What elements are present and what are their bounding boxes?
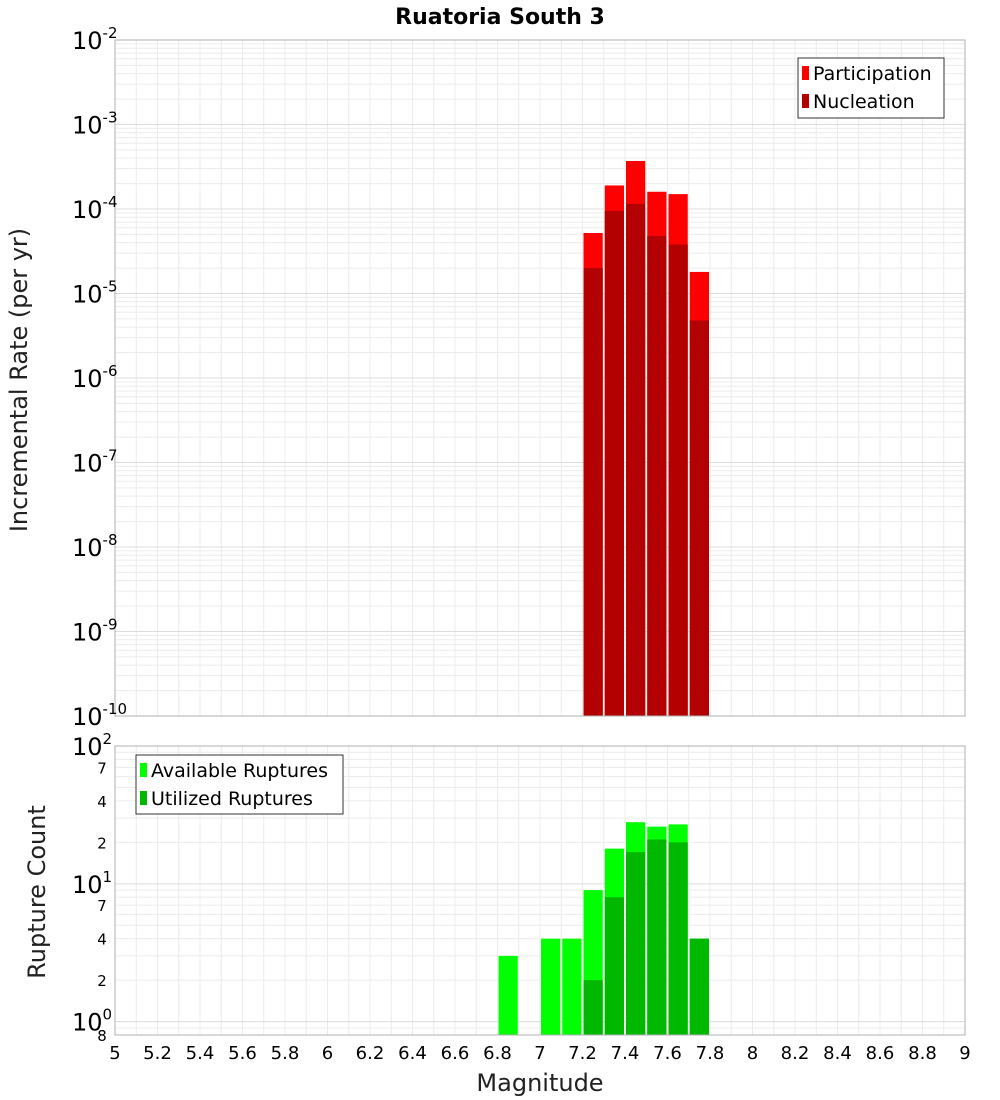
x-tick-label: 7.4 [611,1043,640,1064]
x-tick-label: 5 [109,1043,120,1064]
x-tick-label: 5.4 [186,1043,215,1064]
x-tick-label: 6.6 [441,1043,470,1064]
top-legend: Participation Nucleation [797,57,945,119]
bottom-y-tick-labels: 102 101 100 7 4 2 7 4 2 8 [72,730,112,1045]
top-bar-nucleation [626,203,646,716]
x-axis-title: Magnitude [476,1069,603,1097]
top-y-tick-label: 10-6 [72,362,118,393]
x-tick-label: 8.4 [823,1043,852,1064]
x-tick-label: 7.8 [696,1043,725,1064]
legend-swatch-nucleation [802,94,809,108]
bottom-y-minor-tick-label: 2 [97,834,107,852]
bottom-bar-utilized-ruptures [647,839,667,1035]
bottom-panel: 102 101 100 7 4 2 7 4 2 8 Rupture Count Available… [23,730,966,1045]
legend-label-participation: Participation [813,63,932,85]
bottom-y-minor-tick-label: 8 [97,1027,107,1045]
top-bars [583,160,709,717]
legend-label-utilized: Utilized Ruptures [151,788,313,810]
top-y-tick-label: 10-9 [72,616,118,647]
bottom-legend-box [135,754,344,815]
chart-title: Ruatoria South 3 [395,5,605,30]
x-tick-label: 5.8 [271,1043,300,1064]
top-y-tick-label: 10-7 [72,447,118,478]
x-tick-label: 7.6 [653,1043,682,1064]
legend-swatch-available [140,763,147,777]
top-y-tick-label: 10-3 [72,109,118,140]
bottom-bars [498,822,709,1035]
bottom-y-major-tick-label: 101 [72,868,112,899]
bottom-bar-available-ruptures [562,938,582,1035]
legend-label-nucleation: Nucleation [813,91,915,113]
bottom-y-minor-tick-label: 4 [97,931,107,949]
top-y-tick-label: 10-4 [72,193,118,224]
top-bar-nucleation [647,235,667,716]
top-bar-nucleation [668,244,688,716]
x-tick-label: 6.4 [398,1043,427,1064]
bottom-y-major-tick-label: 102 [72,730,112,761]
x-tick-label: 6.2 [356,1043,385,1064]
legend-swatch-participation [802,66,809,80]
x-tick-label: 6 [322,1043,333,1064]
top-bar-nucleation [689,320,709,716]
bottom-plot-border [114,745,966,1036]
bottom-bar-utilized-ruptures [689,938,709,1035]
top-y-tick-label: 10-2 [72,24,118,55]
top-panel: 10-2 10-3 10-4 10-5 10-6 10-7 10-8 10-9 10-10 In… [5,24,966,731]
x-tick-label: 5.6 [228,1043,257,1064]
bottom-y-minor-tick-label: 2 [97,972,107,990]
top-bar-nucleation [583,268,603,716]
bottom-y-minor-tick-label: 7 [97,897,107,915]
bottom-legend: Available Ruptures Utilized Ruptures [135,754,344,815]
top-y-tick-label: 10-5 [72,278,118,309]
top-bar-nucleation [604,210,624,716]
legend-swatch-utilized [140,791,147,805]
top-y-axis-title: Incremental Rate (per yr) [5,228,33,532]
bottom-y-major-tick-label: 100 [72,1006,112,1037]
x-tick-label: 9 [959,1043,970,1064]
top-plot-border [114,39,966,717]
x-tick-label: 6.8 [483,1043,512,1064]
bottom-y-axis-title: Rupture Count [23,805,51,979]
top-grid [114,40,966,717]
x-tick-label: 8.6 [866,1043,895,1064]
top-y-tick-label: 10-10 [72,700,127,731]
legend-label-available: Available Ruptures [151,760,328,782]
bottom-bar-available-ruptures [541,938,561,1035]
top-y-tick-labels: 10-2 10-3 10-4 10-5 10-6 10-7 10-8 10-9 10-10 [72,24,127,731]
top-y-tick-label: 10-8 [72,531,118,562]
x-tick-label: 7.2 [568,1043,597,1064]
bottom-bar-available-ruptures [498,955,518,1035]
x-tick-labels: 5 5.2 5.4 5.6 5.8 6 6.2 6.4 6.6 6.8 7 7.2 7.4 7.6 7.8 8… [109,1043,970,1064]
x-tick-label: 8 [747,1043,758,1064]
top-legend-box [797,57,945,119]
bottom-y-minor-tick-label: 4 [97,793,107,811]
bottom-bar-utilized-ruptures [668,842,688,1035]
bottom-y-minor-tick-label: 7 [97,759,107,777]
x-tick-label: 8.8 [908,1043,937,1064]
x-tick-label: 8.2 [781,1043,810,1064]
bottom-bar-utilized-ruptures [583,980,603,1035]
bottom-bar-utilized-ruptures [604,897,624,1035]
x-tick-label: 5.2 [143,1043,172,1064]
x-tick-label: 7 [534,1043,545,1064]
bottom-bar-utilized-ruptures [626,852,646,1035]
